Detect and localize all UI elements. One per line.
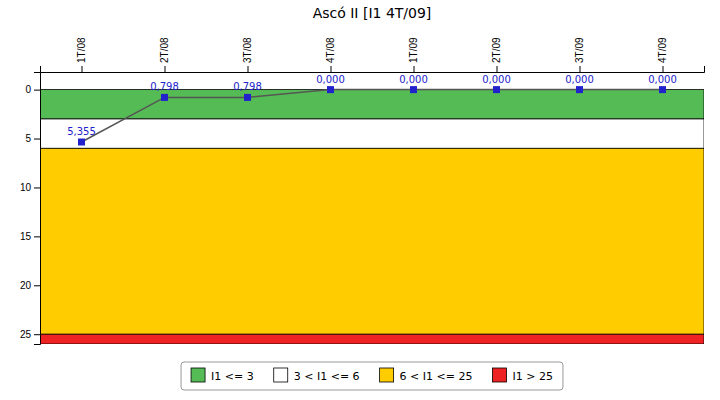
title: Ascó II [I1 4T/09]	[313, 5, 432, 21]
chart: 5,355 0,798 0,798 0,000 0,000 0,000 0,000 0,000…	[0, 0, 720, 400]
marker	[161, 94, 168, 101]
tick-mark	[34, 187, 40, 188]
legend-swatch	[492, 368, 506, 382]
data-label: 0,798	[150, 81, 179, 92]
tick-label: 2T/08	[159, 37, 170, 63]
marker	[327, 86, 334, 93]
data-label: 0,000	[399, 74, 428, 85]
zone	[40, 90, 704, 119]
marker	[659, 86, 666, 93]
data-label: 5,355	[67, 126, 96, 137]
x-axis: 1T/08 2T/08 3T/08 4T/08 1T/09 2T/09 3T/09 4T/09	[41, 37, 705, 73]
legend-swatch	[191, 368, 205, 382]
tick: 20	[20, 280, 40, 291]
legend-label: 6 < I1 <= 25	[400, 370, 473, 383]
tick-mark	[165, 66, 166, 72]
tick: 5	[25, 133, 40, 144]
tick-mark	[497, 66, 498, 72]
tick-label: 4T/09	[657, 37, 668, 63]
legend-swatch	[274, 368, 288, 382]
legend-frame	[181, 362, 563, 390]
tick-label: 15	[20, 231, 32, 242]
data-label: 0,000	[565, 74, 594, 85]
data-labels: 5,355 0,798 0,798 0,000 0,000 0,000 0,000 0,000	[67, 74, 677, 137]
legend-item: 3 < I1 <= 6	[274, 368, 360, 383]
tick-mark	[34, 236, 40, 237]
tick-mark	[331, 66, 332, 72]
legend-item: I1 > 25	[492, 368, 552, 383]
tick-mark	[34, 90, 40, 91]
tick-label: 3T/08	[242, 37, 253, 63]
data-label: 0,000	[648, 74, 677, 85]
y-axis: 0 5 10 15 20 25	[20, 73, 41, 345]
marker	[78, 139, 85, 146]
axis-line	[41, 66, 705, 73]
tick-label: 2T/09	[491, 37, 502, 63]
tick: 1T/09	[408, 37, 419, 72]
tick: 15	[20, 231, 40, 242]
axis-line	[34, 73, 41, 345]
marker	[576, 86, 583, 93]
tick-mark	[82, 66, 83, 72]
marks	[40, 86, 704, 344]
tick: 1T/08	[76, 37, 87, 72]
tick-mark	[414, 66, 415, 72]
tick-label: 1T/09	[408, 37, 419, 63]
legend-label: I1 > 25	[512, 370, 552, 383]
tick-label: 0	[25, 84, 31, 95]
tick: 4T/09	[657, 37, 668, 72]
tick-mark	[34, 139, 40, 140]
line	[82, 90, 663, 142]
marker	[493, 86, 500, 93]
zone	[40, 148, 704, 334]
zone	[40, 119, 704, 148]
tick-mark	[663, 66, 664, 72]
tick: 25	[20, 329, 40, 340]
legend-item: I1 <= 3	[191, 368, 254, 383]
tick-mark	[34, 285, 40, 286]
tick: 2T/08	[159, 37, 170, 72]
marker	[410, 86, 417, 93]
data-label: 0,000	[482, 74, 511, 85]
marker	[244, 94, 251, 101]
tick-label: 5	[25, 133, 31, 144]
legend: I1 <= 3 3 < I1 <= 6 6 < I1 <= 25 I1 > 25	[181, 362, 563, 390]
legend-label: I1 <= 3	[211, 370, 254, 383]
legend-label: 3 < I1 <= 6	[294, 370, 360, 383]
tick: 0	[25, 84, 40, 95]
tick-label: 3T/09	[574, 37, 585, 63]
tick-label: 4T/08	[325, 37, 336, 63]
plot: 5,355 0,798 0,798 0,000 0,000 0,000 0,000 0,000…	[20, 37, 705, 345]
legend-item: 6 < I1 <= 25	[380, 368, 473, 383]
tick: 2T/09	[491, 37, 502, 72]
tick-label: 10	[20, 182, 32, 193]
tick: 3T/09	[574, 37, 585, 72]
legend-swatch	[380, 368, 394, 382]
data-label: 0,798	[233, 81, 262, 92]
data-label: 0,000	[316, 74, 345, 85]
tick-mark	[34, 334, 40, 335]
tick: 10	[20, 182, 40, 193]
tick-label: 1T/08	[76, 37, 87, 63]
tick: 4T/08	[325, 37, 336, 72]
tick-label: 20	[20, 280, 32, 291]
tick-label: 25	[20, 329, 32, 340]
zone	[40, 334, 704, 344]
tick: 3T/08	[242, 37, 253, 72]
tick-mark	[580, 66, 581, 72]
tick-mark	[248, 66, 249, 72]
